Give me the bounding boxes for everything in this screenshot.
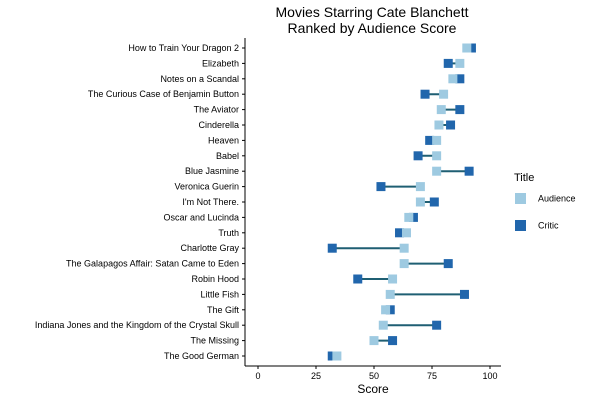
critic-point	[413, 151, 423, 161]
legend-label-audience: Audience	[538, 194, 576, 204]
x-tick-label: 75	[427, 371, 437, 381]
chart-title: Movies Starring Cate Blanchett	[276, 4, 469, 20]
legend: Title Audience Critic	[514, 172, 576, 231]
x-tick-label: 50	[369, 371, 379, 381]
y-tick-label: The Gift	[207, 305, 240, 315]
y-tick-label: Elizabeth	[202, 58, 239, 68]
critic-point	[446, 120, 456, 130]
legend-label-critic: Critic	[538, 221, 559, 231]
y-tick-label: Blue Jasmine	[185, 166, 239, 176]
x-tick-label: 0	[255, 371, 260, 381]
audience-point	[401, 228, 411, 238]
critic-point	[429, 197, 439, 207]
y-tick-label: Veronica Guerin	[174, 182, 239, 192]
critic-point	[443, 259, 453, 269]
y-tick-label: The Galapagos Affair: Satan Came to Eden	[66, 259, 239, 269]
y-tick-label: Charlotte Gray	[180, 243, 239, 253]
y-tick-label: Cinderella	[198, 120, 239, 130]
y-tick-label: Robin Hood	[191, 274, 239, 284]
critic-point	[395, 228, 405, 238]
critic-point	[327, 351, 337, 361]
audience-point	[448, 74, 458, 84]
plot-area: How to Train Your Dragon 2 Elizabeth Notes…	[35, 43, 476, 361]
critic-point	[376, 182, 386, 192]
critic-point	[459, 289, 469, 299]
audience-point	[378, 320, 388, 330]
critic-point	[327, 243, 337, 253]
audience-point	[399, 243, 409, 253]
chart-subtitle: Ranked by Audience Score	[288, 20, 457, 36]
audience-point	[332, 351, 342, 361]
y-tick-label: Little Fish	[200, 289, 239, 299]
y-tick-label: I'm Not There.	[182, 197, 239, 207]
audience-point	[385, 289, 395, 299]
audience-point	[462, 43, 472, 53]
critic-point	[464, 166, 474, 176]
y-tick-label: The Curious Case of Benjamin Button	[88, 89, 239, 99]
critic-point	[455, 74, 465, 84]
legend-title: Title	[514, 172, 534, 184]
critic-point	[388, 336, 398, 346]
critic-point	[425, 135, 435, 145]
legend-key-critic	[515, 220, 526, 231]
y-tick-label: Indiana Jones and the Kingdom of the Cry…	[35, 320, 239, 330]
audience-point	[432, 151, 442, 161]
audience-point	[388, 274, 398, 284]
audience-point	[404, 212, 414, 222]
critic-point	[408, 212, 418, 222]
x-tick-label: 25	[311, 371, 321, 381]
y-tick-label: Babel	[216, 151, 239, 161]
audience-point	[434, 120, 444, 130]
critic-point	[455, 105, 465, 115]
legend-key-audience	[515, 193, 526, 204]
audience-point	[415, 182, 425, 192]
axes: 0 25 50 75 100	[242, 38, 501, 381]
critic-point	[466, 43, 476, 53]
critic-point	[385, 305, 395, 315]
audience-point	[432, 166, 442, 176]
x-axis-label: Score	[357, 382, 389, 396]
y-tick-label: How to Train Your Dragon 2	[128, 43, 239, 53]
critic-point	[420, 89, 430, 99]
y-tick-label: The Aviator	[194, 105, 239, 115]
critic-point	[443, 58, 453, 68]
x-tick-label: 100	[482, 371, 497, 381]
critic-point	[432, 320, 442, 330]
y-tick-label: The Good German	[164, 351, 239, 361]
audience-point	[455, 58, 465, 68]
y-tick-label: Heaven	[208, 135, 239, 145]
y-tick-label: Notes on a Scandal	[160, 74, 239, 84]
audience-point	[381, 305, 391, 315]
audience-point	[415, 197, 425, 207]
critic-point	[353, 274, 363, 284]
audience-point	[432, 135, 442, 145]
y-tick-label: Oscar and Lucinda	[163, 212, 239, 222]
y-tick-label: Truth	[218, 228, 239, 238]
y-tick-label: The Missing	[190, 336, 239, 346]
audience-point	[436, 105, 446, 115]
audience-point	[369, 336, 379, 346]
audience-point	[399, 259, 409, 269]
audience-point	[439, 89, 449, 99]
